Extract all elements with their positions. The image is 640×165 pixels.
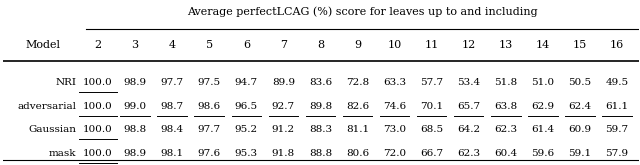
Text: 70.1: 70.1 xyxy=(420,101,443,111)
Text: mask: mask xyxy=(49,148,76,158)
Text: 2: 2 xyxy=(95,40,102,50)
Text: 4: 4 xyxy=(169,40,176,50)
Text: 100.0: 100.0 xyxy=(83,78,113,87)
Text: 60.9: 60.9 xyxy=(568,125,591,134)
Text: 51.0: 51.0 xyxy=(531,78,554,87)
Text: 14: 14 xyxy=(536,40,550,50)
Text: 100.0: 100.0 xyxy=(83,125,113,134)
Text: 97.5: 97.5 xyxy=(198,78,221,87)
Text: 59.7: 59.7 xyxy=(605,125,628,134)
Text: 5: 5 xyxy=(205,40,213,50)
Text: 63.3: 63.3 xyxy=(383,78,406,87)
Text: 59.6: 59.6 xyxy=(531,148,554,158)
Text: 13: 13 xyxy=(499,40,513,50)
Text: adversarial: adversarial xyxy=(17,101,76,111)
Text: 98.9: 98.9 xyxy=(124,148,147,158)
Text: NRI: NRI xyxy=(56,78,76,87)
Text: 97.6: 97.6 xyxy=(198,148,221,158)
Text: 91.8: 91.8 xyxy=(272,148,295,158)
Text: 89.8: 89.8 xyxy=(309,101,332,111)
Text: 80.6: 80.6 xyxy=(346,148,369,158)
Text: 97.7: 97.7 xyxy=(198,125,221,134)
Text: 100.0: 100.0 xyxy=(83,148,113,158)
Text: Average perfectLCAG (%) score for leaves up to and including: Average perfectLCAG (%) score for leaves… xyxy=(187,6,538,17)
Text: 89.9: 89.9 xyxy=(272,78,295,87)
Text: 7: 7 xyxy=(280,40,287,50)
Text: 98.8: 98.8 xyxy=(124,125,147,134)
Text: 100.0: 100.0 xyxy=(83,101,113,111)
Text: 11: 11 xyxy=(424,40,439,50)
Text: 10: 10 xyxy=(387,40,402,50)
Text: 8: 8 xyxy=(317,40,324,50)
Text: 98.6: 98.6 xyxy=(198,101,221,111)
Text: 96.5: 96.5 xyxy=(235,101,258,111)
Text: 92.7: 92.7 xyxy=(272,101,295,111)
Text: 98.4: 98.4 xyxy=(161,125,184,134)
Text: 53.4: 53.4 xyxy=(457,78,480,87)
Text: 3: 3 xyxy=(132,40,139,50)
Text: 61.4: 61.4 xyxy=(531,125,554,134)
Text: 95.2: 95.2 xyxy=(235,125,258,134)
Text: 51.8: 51.8 xyxy=(494,78,517,87)
Text: 72.0: 72.0 xyxy=(383,148,406,158)
Text: 81.1: 81.1 xyxy=(346,125,369,134)
Text: 50.5: 50.5 xyxy=(568,78,591,87)
Text: 66.7: 66.7 xyxy=(420,148,443,158)
Text: 57.9: 57.9 xyxy=(605,148,628,158)
Text: 65.7: 65.7 xyxy=(457,101,480,111)
Text: 6: 6 xyxy=(243,40,250,50)
Text: 62.3: 62.3 xyxy=(494,125,517,134)
Text: 99.0: 99.0 xyxy=(124,101,147,111)
Text: 88.8: 88.8 xyxy=(309,148,332,158)
Text: 98.9: 98.9 xyxy=(124,78,147,87)
Text: 62.3: 62.3 xyxy=(457,148,480,158)
Text: 72.8: 72.8 xyxy=(346,78,369,87)
Text: 73.0: 73.0 xyxy=(383,125,406,134)
Text: 91.2: 91.2 xyxy=(272,125,295,134)
Text: 9: 9 xyxy=(354,40,361,50)
Text: 98.7: 98.7 xyxy=(161,101,184,111)
Text: 83.6: 83.6 xyxy=(309,78,332,87)
Text: 59.1: 59.1 xyxy=(568,148,591,158)
Text: 68.5: 68.5 xyxy=(420,125,443,134)
Text: 64.2: 64.2 xyxy=(457,125,480,134)
Text: 61.1: 61.1 xyxy=(605,101,628,111)
Text: 94.7: 94.7 xyxy=(235,78,258,87)
Text: 63.8: 63.8 xyxy=(494,101,517,111)
Text: 62.9: 62.9 xyxy=(531,101,554,111)
Text: 97.7: 97.7 xyxy=(161,78,184,87)
Text: Model: Model xyxy=(26,40,61,50)
Text: Gaussian: Gaussian xyxy=(28,125,76,134)
Text: 62.4: 62.4 xyxy=(568,101,591,111)
Text: 12: 12 xyxy=(461,40,476,50)
Text: 60.4: 60.4 xyxy=(494,148,517,158)
Text: 82.6: 82.6 xyxy=(346,101,369,111)
Text: 15: 15 xyxy=(573,40,587,50)
Text: 98.1: 98.1 xyxy=(161,148,184,158)
Text: 88.3: 88.3 xyxy=(309,125,332,134)
Text: 49.5: 49.5 xyxy=(605,78,628,87)
Text: 16: 16 xyxy=(610,40,624,50)
Text: 95.3: 95.3 xyxy=(235,148,258,158)
Text: 74.6: 74.6 xyxy=(383,101,406,111)
Text: 57.7: 57.7 xyxy=(420,78,443,87)
